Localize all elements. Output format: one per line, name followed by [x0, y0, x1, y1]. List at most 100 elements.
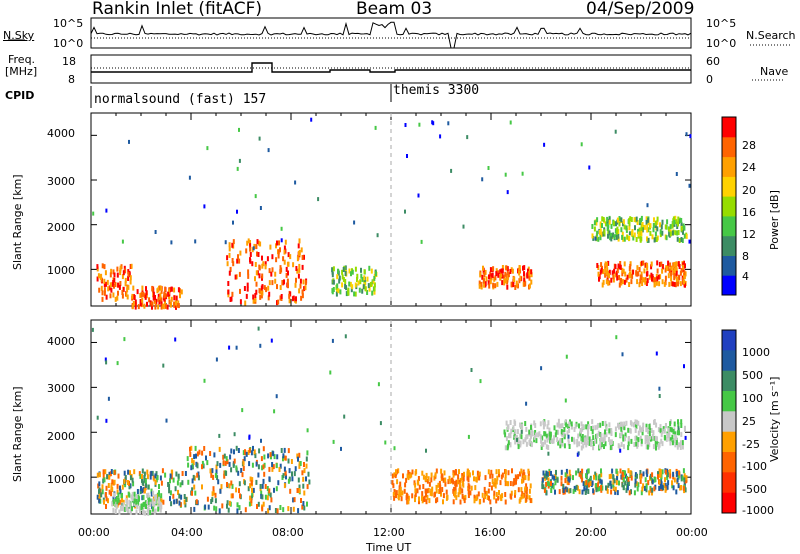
- velocity-echo: [230, 448, 233, 454]
- velocity-echo: [586, 440, 589, 446]
- velocity-sparse-echo: [340, 446, 342, 451]
- power-echo: [152, 291, 155, 297]
- power-echo: [683, 282, 686, 288]
- velocity-echo: [647, 429, 650, 434]
- power-echo: [258, 273, 261, 279]
- velocity-echo: [580, 445, 583, 451]
- power-echo: [497, 272, 500, 278]
- velocity-echo: [211, 468, 214, 474]
- velocity-echo: [612, 482, 615, 488]
- velocity-echo: [489, 499, 492, 505]
- power-echo: [623, 236, 626, 242]
- velocity-echo: [154, 494, 157, 500]
- nave-tick-bottom: 0: [706, 73, 713, 86]
- power-echo: [481, 274, 484, 280]
- velocity-sparse-echo: [565, 354, 568, 359]
- velocity-echo: [287, 478, 290, 484]
- xtick-0: 00:00: [78, 526, 110, 539]
- velocity-echo: [141, 508, 144, 514]
- velocity-echo: [626, 485, 629, 491]
- power-echo: [344, 271, 347, 276]
- velocity-echo: [672, 429, 675, 434]
- velocity-sparse-echo: [479, 379, 482, 384]
- velocity-echo: [201, 464, 203, 470]
- velocity-echo: [619, 468, 622, 474]
- velocity-echo: [411, 469, 414, 475]
- power-echo: [257, 240, 260, 246]
- power-echo: [657, 274, 660, 280]
- power-echo: [126, 294, 129, 300]
- power-echo: [640, 231, 643, 236]
- velocity-echo: [585, 473, 587, 479]
- power-echo: [658, 281, 661, 287]
- velocity-echo: [598, 473, 601, 479]
- power-echo: [228, 252, 231, 258]
- velocity-echo: [582, 481, 585, 487]
- velocity-echo: [661, 441, 664, 447]
- velocity-echo: [303, 505, 306, 511]
- velocity-echo: [119, 489, 122, 495]
- velocity-echo: [547, 481, 550, 487]
- velocity-echo: [490, 485, 493, 491]
- velocity-echo: [525, 426, 528, 432]
- power-echo: [501, 280, 504, 286]
- velocity-echo: [529, 438, 532, 444]
- velocity-echo: [671, 434, 674, 440]
- power-echo: [283, 249, 286, 255]
- velocity-echo: [620, 421, 623, 427]
- velocity-echo: [255, 461, 258, 467]
- velocity-echo: [514, 439, 517, 445]
- velocity-echo: [263, 454, 266, 460]
- power-echo: [227, 281, 230, 286]
- power-echo: [679, 270, 682, 276]
- velocity-echo: [472, 470, 474, 476]
- velocity-echo: [597, 423, 600, 428]
- velocity-echo: [681, 444, 684, 450]
- velocity-echo: [649, 473, 652, 479]
- velocity-echo: [582, 424, 585, 430]
- velocity-echo: [305, 476, 307, 482]
- velocity-echo: [211, 491, 214, 497]
- power-echo: [261, 273, 264, 279]
- power-echo: [163, 296, 166, 302]
- power-cb-28: 28: [742, 139, 756, 152]
- power-sparse-echo: [317, 197, 320, 202]
- velocity-echo: [407, 470, 410, 475]
- velocity-echo: [624, 470, 626, 476]
- velocity-echo: [202, 463, 205, 469]
- velocity-echo: [646, 444, 649, 450]
- velocity-echo: [103, 499, 105, 505]
- velocity-echo: [180, 494, 183, 500]
- velocity-echo: [618, 480, 620, 486]
- velocity-echo: [556, 477, 559, 483]
- velocity-echo: [442, 499, 444, 505]
- velocity-echo: [302, 501, 305, 506]
- power-echo: [260, 288, 263, 294]
- power-echo: [160, 285, 163, 291]
- power-echo: [261, 284, 264, 290]
- velocity-echo: [455, 481, 458, 487]
- velocity-echo: [427, 487, 430, 493]
- velocity-echo: [683, 473, 686, 479]
- velocity-echo: [568, 444, 571, 449]
- velocity-echo: [218, 446, 221, 452]
- power-echo: [647, 227, 650, 233]
- power-echo: [255, 289, 258, 295]
- velocity-echo: [152, 496, 155, 502]
- power-echo: [591, 233, 594, 239]
- power-echo: [255, 281, 258, 287]
- velocity-echo: [529, 483, 532, 489]
- velocity-echo: [520, 434, 523, 440]
- velocity-echo: [648, 490, 651, 496]
- velocity-echo: [195, 461, 198, 467]
- power-echo: [675, 273, 678, 279]
- power-echo: [479, 272, 482, 278]
- velocity-echo: [147, 492, 150, 498]
- velocity-echo: [141, 495, 144, 501]
- power-echo: [612, 220, 615, 226]
- power-echo: [127, 284, 130, 290]
- velocity-echo: [443, 470, 446, 476]
- velocity-echo: [630, 489, 632, 495]
- power-sparse-echo: [194, 239, 197, 244]
